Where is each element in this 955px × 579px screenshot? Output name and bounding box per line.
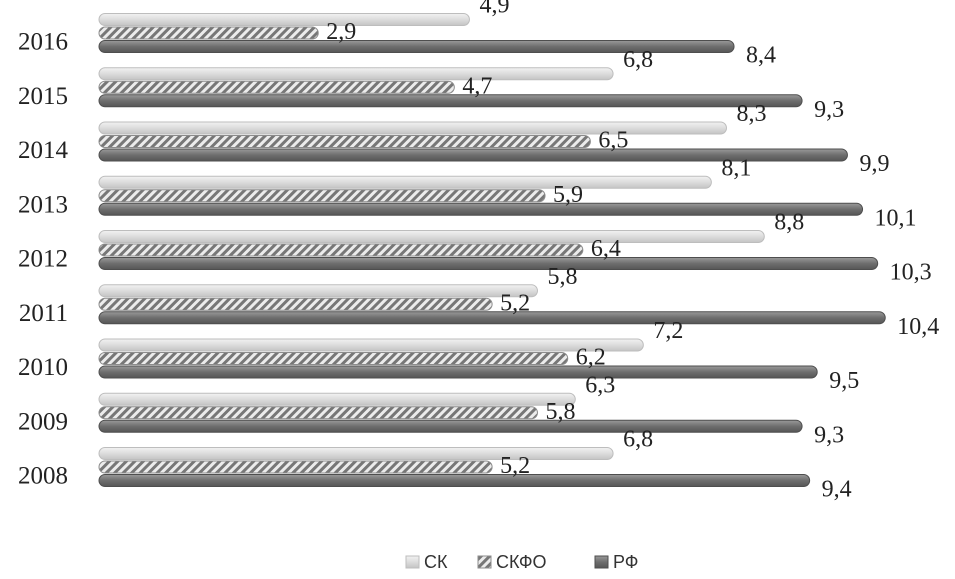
data-label-СК-2013: 8,1 xyxy=(721,155,751,181)
data-label-РФ-2016: 8,4 xyxy=(746,43,776,69)
data-label-РФ-2014: 9,9 xyxy=(859,151,889,177)
bar-РФ-2009 xyxy=(98,419,803,433)
data-label-РФ-2015: 9,3 xyxy=(814,97,844,123)
bar-СК-2010 xyxy=(98,338,644,352)
data-label-СКФО-2016: 2,9 xyxy=(326,19,356,45)
bar-СКФО-2010 xyxy=(98,352,569,365)
bar-РФ-2014 xyxy=(98,148,848,162)
legend-label-СК: СК xyxy=(424,552,448,572)
data-label-СК-2008: 6,8 xyxy=(623,427,653,453)
category-label-2011: 2011 xyxy=(19,300,68,327)
category-label-2008: 2008 xyxy=(18,463,68,490)
bar-СКФО-2015 xyxy=(98,80,455,94)
category-label-2010: 2010 xyxy=(18,354,68,381)
bars xyxy=(98,13,886,487)
data-label-СК-2010: 7,2 xyxy=(653,318,683,344)
bar-РФ-2012 xyxy=(98,257,879,270)
data-label-СК-2015: 6,8 xyxy=(623,47,653,73)
data-label-СК-2016: 4,9 xyxy=(479,0,509,19)
category-axis: 2016 2015 2014 2013 2012 2011 2010 2009 2008 xyxy=(18,29,69,490)
data-label-РФ-2010: 9,5 xyxy=(829,368,859,394)
bar-СК-2015 xyxy=(98,67,614,81)
bar-СК-2008 xyxy=(98,447,614,460)
bar-РФ-2011 xyxy=(98,311,886,325)
category-label-2013: 2013 xyxy=(18,191,68,218)
category-label-2012: 2012 xyxy=(18,246,68,273)
data-label-СК-2011: 5,8 xyxy=(547,264,577,290)
legend-label-СКФО: СКФО xyxy=(496,552,547,572)
data-label-СКФО-2012: 6,4 xyxy=(591,236,621,262)
data-label-СКФО-2015: 4,7 xyxy=(462,73,492,99)
bar-СК-2012 xyxy=(98,230,765,243)
bar-РФ-2013 xyxy=(98,202,864,216)
bar-РФ-2010 xyxy=(98,365,818,379)
category-label-2015: 2015 xyxy=(18,83,68,110)
data-label-РФ-2011: 10,4 xyxy=(897,314,939,340)
bar-СК-2009 xyxy=(98,392,576,406)
bar-РФ-2016 xyxy=(98,40,735,53)
bar-СКФО-2012 xyxy=(98,243,584,257)
category-label-2016: 2016 xyxy=(18,29,68,56)
data-label-СКФО-2008: 5,2 xyxy=(500,453,530,479)
data-labels: 4,9 2,9 8,4 6,8 4,7 9,3 8,3 6,5 9,9 8,1 5,9 10,1 8,8… xyxy=(326,0,939,503)
bar-РФ-2015 xyxy=(98,94,803,108)
bar-СКФО-2014 xyxy=(98,135,591,148)
data-label-СК-2012: 8,8 xyxy=(774,210,804,236)
legend: СК СКФО РФ xyxy=(405,552,639,572)
bar-СК-2013 xyxy=(98,175,712,189)
legend-label-РФ: РФ xyxy=(613,552,639,572)
bar-СК-2014 xyxy=(98,121,727,135)
category-label-2009: 2009 xyxy=(18,408,68,435)
bar-СКФО-2013 xyxy=(98,189,546,203)
bar-СК-2016 xyxy=(98,13,470,26)
bar-СКФО-2011 xyxy=(98,297,493,311)
bar-СК-2011 xyxy=(98,284,538,298)
bar-РФ-2008 xyxy=(98,474,811,487)
data-label-СКФО-2009: 5,8 xyxy=(545,399,575,425)
data-label-РФ-2009: 9,3 xyxy=(814,422,844,448)
bar-СКФО-2009 xyxy=(98,406,538,420)
data-label-СКФО-2014: 6,5 xyxy=(598,128,628,154)
legend-marker-РФ xyxy=(594,555,609,569)
legend-marker-СК xyxy=(405,555,420,569)
legend-marker-СКФО xyxy=(477,555,492,569)
bar-СКФО-2008 xyxy=(98,460,493,474)
data-label-СКФО-2011: 5,2 xyxy=(500,290,530,316)
data-label-РФ-2013: 10,1 xyxy=(875,205,917,231)
data-label-РФ-2008: 9,4 xyxy=(822,477,852,503)
data-label-СКФО-2010: 6,2 xyxy=(576,345,606,371)
data-label-СК-2009: 6,3 xyxy=(585,372,615,398)
category-label-2014: 2014 xyxy=(18,137,69,164)
data-label-РФ-2012: 10,3 xyxy=(890,260,932,286)
bar-СКФО-2016 xyxy=(98,26,319,40)
data-label-СК-2014: 8,3 xyxy=(736,101,766,127)
data-label-СКФО-2013: 5,9 xyxy=(553,182,583,208)
